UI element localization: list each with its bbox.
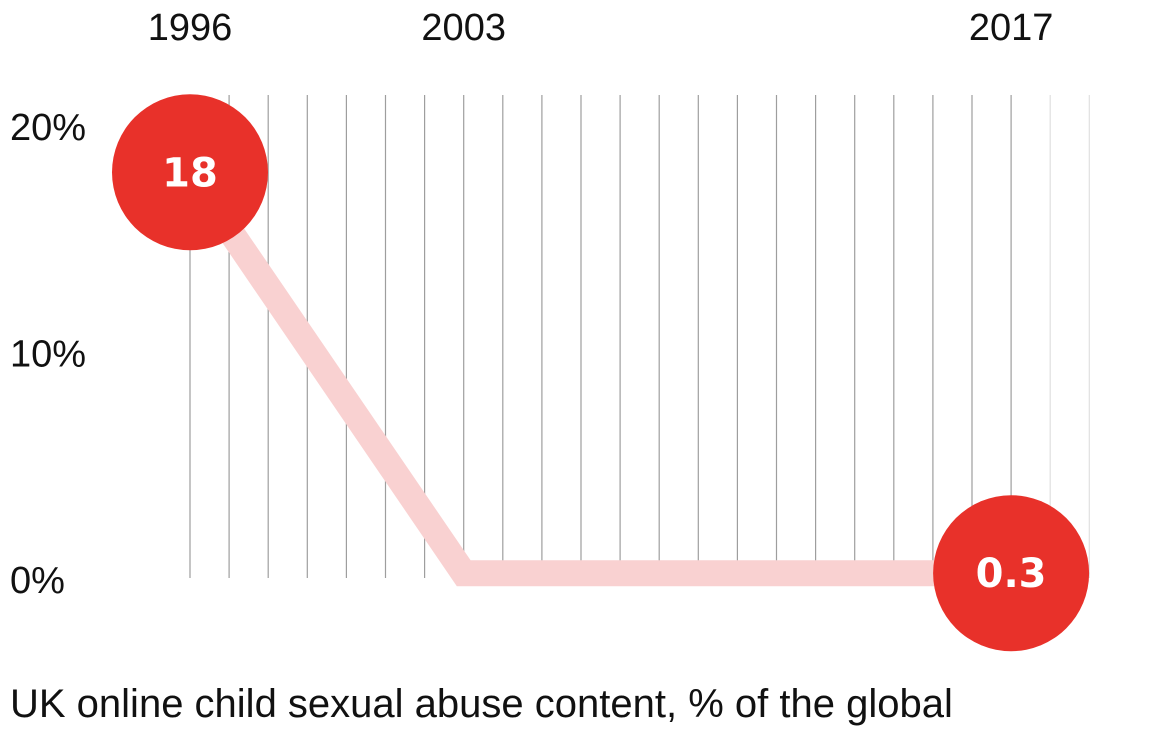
x-tick-label: 2017 xyxy=(969,7,1054,49)
series-line xyxy=(179,164,1012,587)
data-label: 18 xyxy=(162,150,218,196)
chart-title: UK online child sexual abuse content, % … xyxy=(10,682,953,726)
data-label: 0.3 xyxy=(976,551,1047,597)
data-point-marker xyxy=(112,94,268,251)
data-point-marker xyxy=(933,495,1090,652)
x-tick-label: 2003 xyxy=(421,7,506,49)
y-tick-label: 0% xyxy=(10,560,65,602)
y-tick-label: 20% xyxy=(10,107,86,149)
x-tick-label: 1996 xyxy=(148,7,233,49)
y-tick-label: 10% xyxy=(10,334,86,376)
chart-plot: 1996 2003 2017 20% 10% 0% 18 0.3 xyxy=(10,7,1090,652)
